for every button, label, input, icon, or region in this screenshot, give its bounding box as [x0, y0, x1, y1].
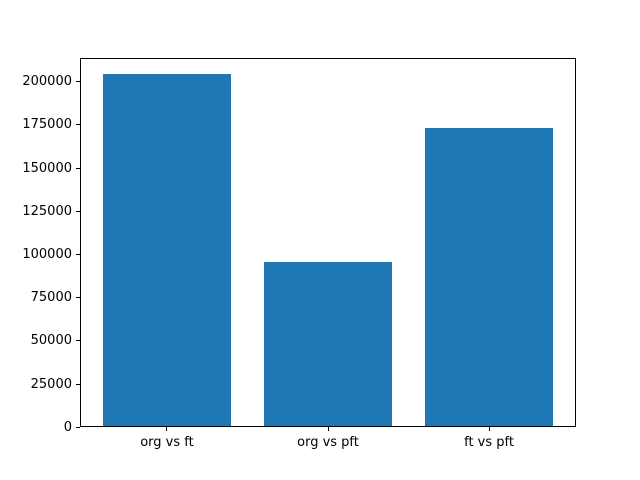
x-tick-label: ft vs pft: [464, 435, 514, 451]
y-tick-mark: [76, 253, 80, 255]
y-tick-mark: [76, 383, 80, 385]
x-tick-label: org vs ft: [140, 435, 194, 451]
y-tick-mark: [76, 426, 80, 428]
y-tick-label: 0: [63, 419, 72, 435]
y-tick-mark: [76, 124, 80, 126]
plot-area: [80, 57, 576, 428]
x-tick-mark: [166, 427, 168, 432]
y-tick-mark: [76, 167, 80, 169]
y-tick-mark: [76, 210, 80, 212]
bar-org-vs-pft: [263, 262, 393, 428]
x-tick-label: org vs pft: [297, 435, 359, 451]
x-tick-mark: [488, 427, 490, 432]
y-tick-label: 25000: [30, 376, 72, 392]
y-tick-label: 200000: [22, 74, 72, 90]
y-tick-label: 150000: [22, 160, 72, 176]
y-tick-mark: [76, 81, 80, 83]
y-tick-mark: [76, 297, 80, 299]
y-tick-label: 75000: [30, 290, 72, 306]
y-tick-label: 125000: [22, 203, 72, 219]
bar-org-vs-ft: [102, 73, 232, 428]
y-tick-label: 50000: [30, 333, 72, 349]
x-tick-mark: [327, 427, 329, 432]
bar-ft-vs-pft: [424, 128, 554, 428]
y-tick-label: 100000: [22, 246, 72, 262]
y-tick-label: 175000: [22, 117, 72, 133]
y-tick-mark: [76, 340, 80, 342]
